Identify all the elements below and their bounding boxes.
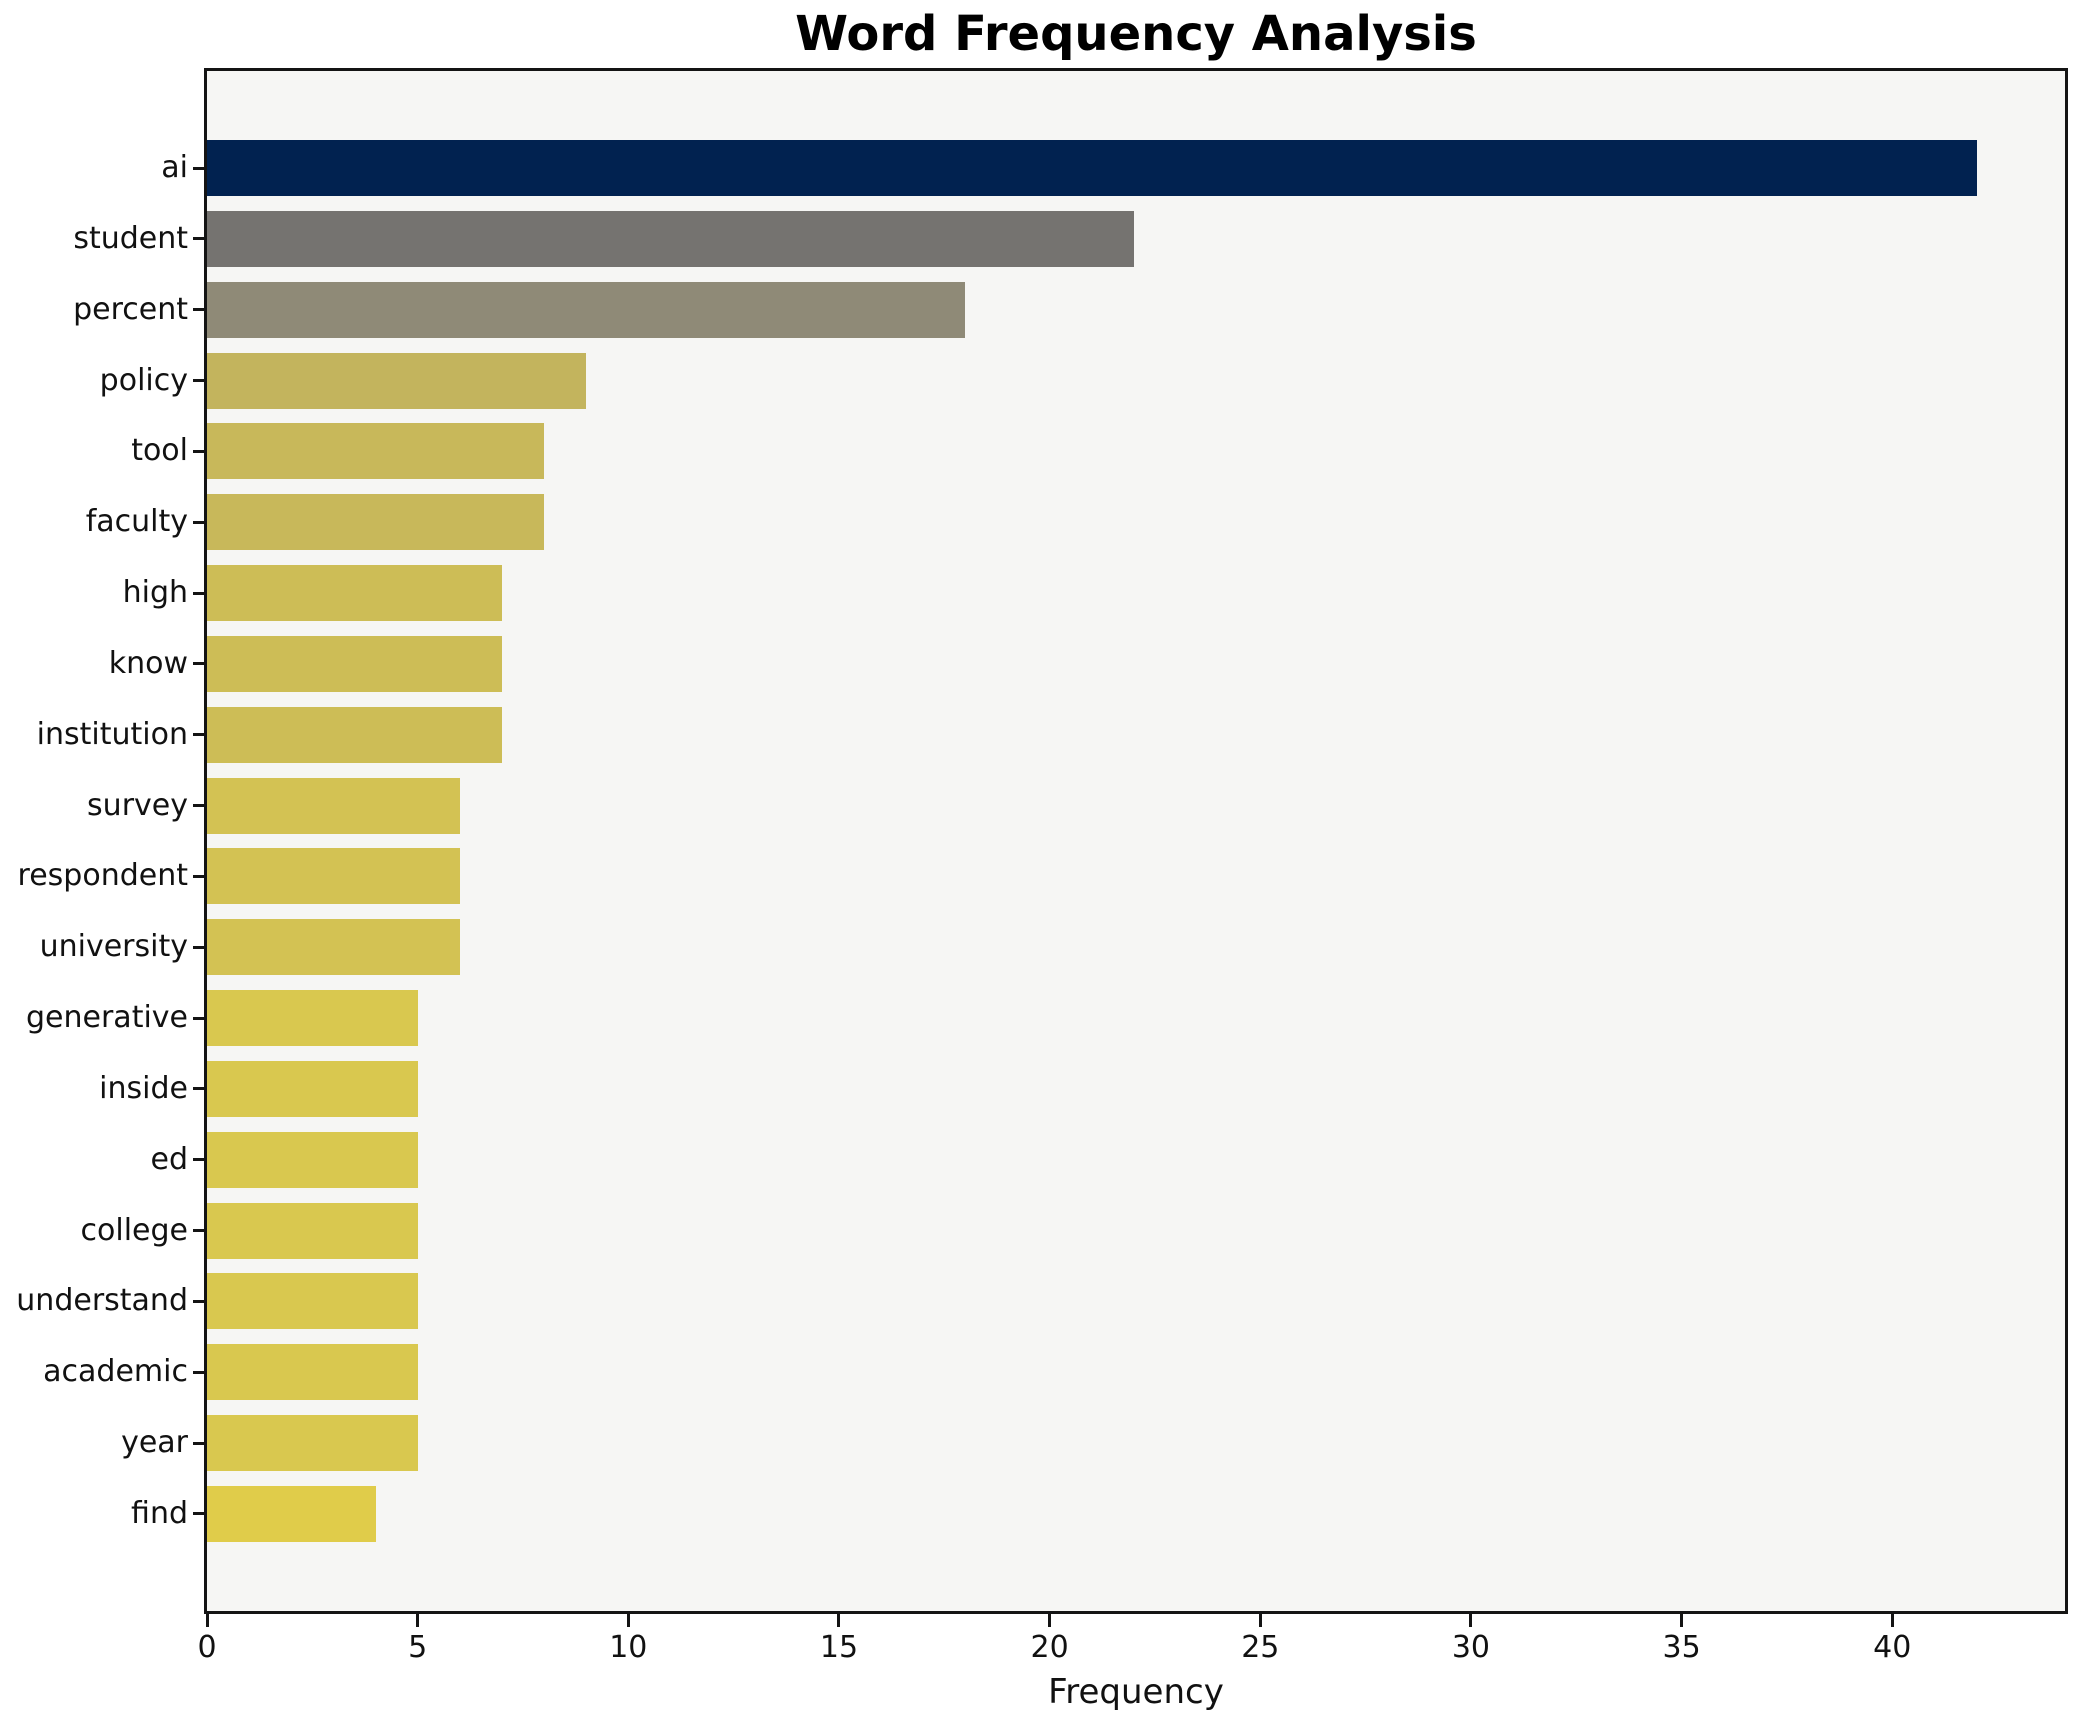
y-tick-label-policy: policy [99,362,188,398]
y-tick-label-survey: survey [87,787,188,823]
plot-area [204,68,2068,1614]
x-tick-mark [416,1614,420,1627]
y-tick-label-year: year [121,1425,188,1461]
y-tick-mark [193,874,204,878]
y-tick-mark [193,237,204,241]
bar-academic [207,1344,418,1401]
bar-faculty [207,494,545,551]
chart-title: Word Frequency Analysis [795,6,1477,62]
x-tick-mark [837,1614,841,1627]
y-tick-label-ai: ai [161,150,188,186]
x-tick-label-35: 35 [1662,1630,1701,1665]
y-tick-mark [193,449,204,453]
y-tick-mark [193,1158,204,1162]
y-tick-mark [193,520,204,524]
bar-college [207,1202,418,1259]
y-tick-label-institution: institution [36,716,188,752]
x-tick-label-30: 30 [1451,1630,1491,1665]
bar-respondent [207,848,460,905]
y-tick-label-inside: inside [99,1070,188,1106]
x-tick-label-0: 0 [197,1630,217,1665]
x-tick-mark [1680,1614,1684,1627]
x-tick-mark [1469,1614,1473,1627]
y-tick-mark [193,1087,204,1091]
bar-student [207,210,1134,267]
bar-generative [207,990,418,1047]
bar-find [207,1485,376,1542]
y-tick-mark [193,1441,204,1445]
bar-ai [207,140,1977,197]
y-tick-label-ed: ed [150,1141,189,1177]
y-tick-mark [193,662,204,666]
x-tick-label-25: 25 [1241,1630,1280,1665]
x-tick-mark [205,1614,209,1627]
x-tick-label-10: 10 [609,1630,648,1665]
x-axis-title: Frequency [1048,1672,1224,1712]
y-tick-label-university: university [39,929,188,965]
bar-year [207,1415,418,1472]
bar-policy [207,352,587,409]
x-tick-mark [1258,1614,1262,1627]
y-tick-label-generative: generative [26,1000,188,1036]
x-tick-label-40: 40 [1873,1630,1912,1665]
x-tick-label-20: 20 [1030,1630,1069,1665]
x-tick-mark [626,1614,630,1627]
y-tick-label-faculty: faculty [85,504,188,540]
bar-survey [207,777,460,834]
bar-institution [207,706,502,763]
x-tick-label-15: 15 [819,1630,859,1665]
y-tick-mark [193,166,204,170]
y-tick-mark [193,1370,204,1374]
bar-high [207,565,502,622]
x-tick-mark [1048,1614,1052,1627]
y-tick-label-academic: academic [43,1354,188,1390]
y-tick-label-high: high [122,575,188,611]
y-tick-label-college: college [80,1212,188,1248]
y-tick-mark [193,379,204,383]
y-tick-mark [193,945,204,949]
y-tick-label-student: student [73,220,188,256]
y-tick-mark [193,1229,204,1233]
y-tick-label-understand: understand [16,1283,188,1319]
x-tick-label-5: 5 [408,1630,428,1665]
bar-percent [207,281,966,338]
bar-ed [207,1131,418,1188]
y-tick-label-find: find [131,1495,188,1531]
y-tick-label-respondent: respondent [17,858,188,894]
bar-know [207,635,502,692]
y-tick-mark [193,1016,204,1020]
y-tick-mark [193,804,204,808]
y-tick-mark [193,733,204,737]
x-tick-mark [1890,1614,1894,1627]
y-tick-label-tool: tool [131,433,188,469]
y-tick-mark [193,1299,204,1303]
y-tick-mark [193,591,204,595]
bar-tool [207,423,545,480]
bar-understand [207,1273,418,1330]
y-tick-mark [193,1512,204,1516]
y-tick-label-percent: percent [73,291,188,327]
y-tick-label-know: know [108,645,188,681]
y-tick-mark [193,308,204,312]
bar-inside [207,1060,418,1117]
bar-university [207,919,460,976]
